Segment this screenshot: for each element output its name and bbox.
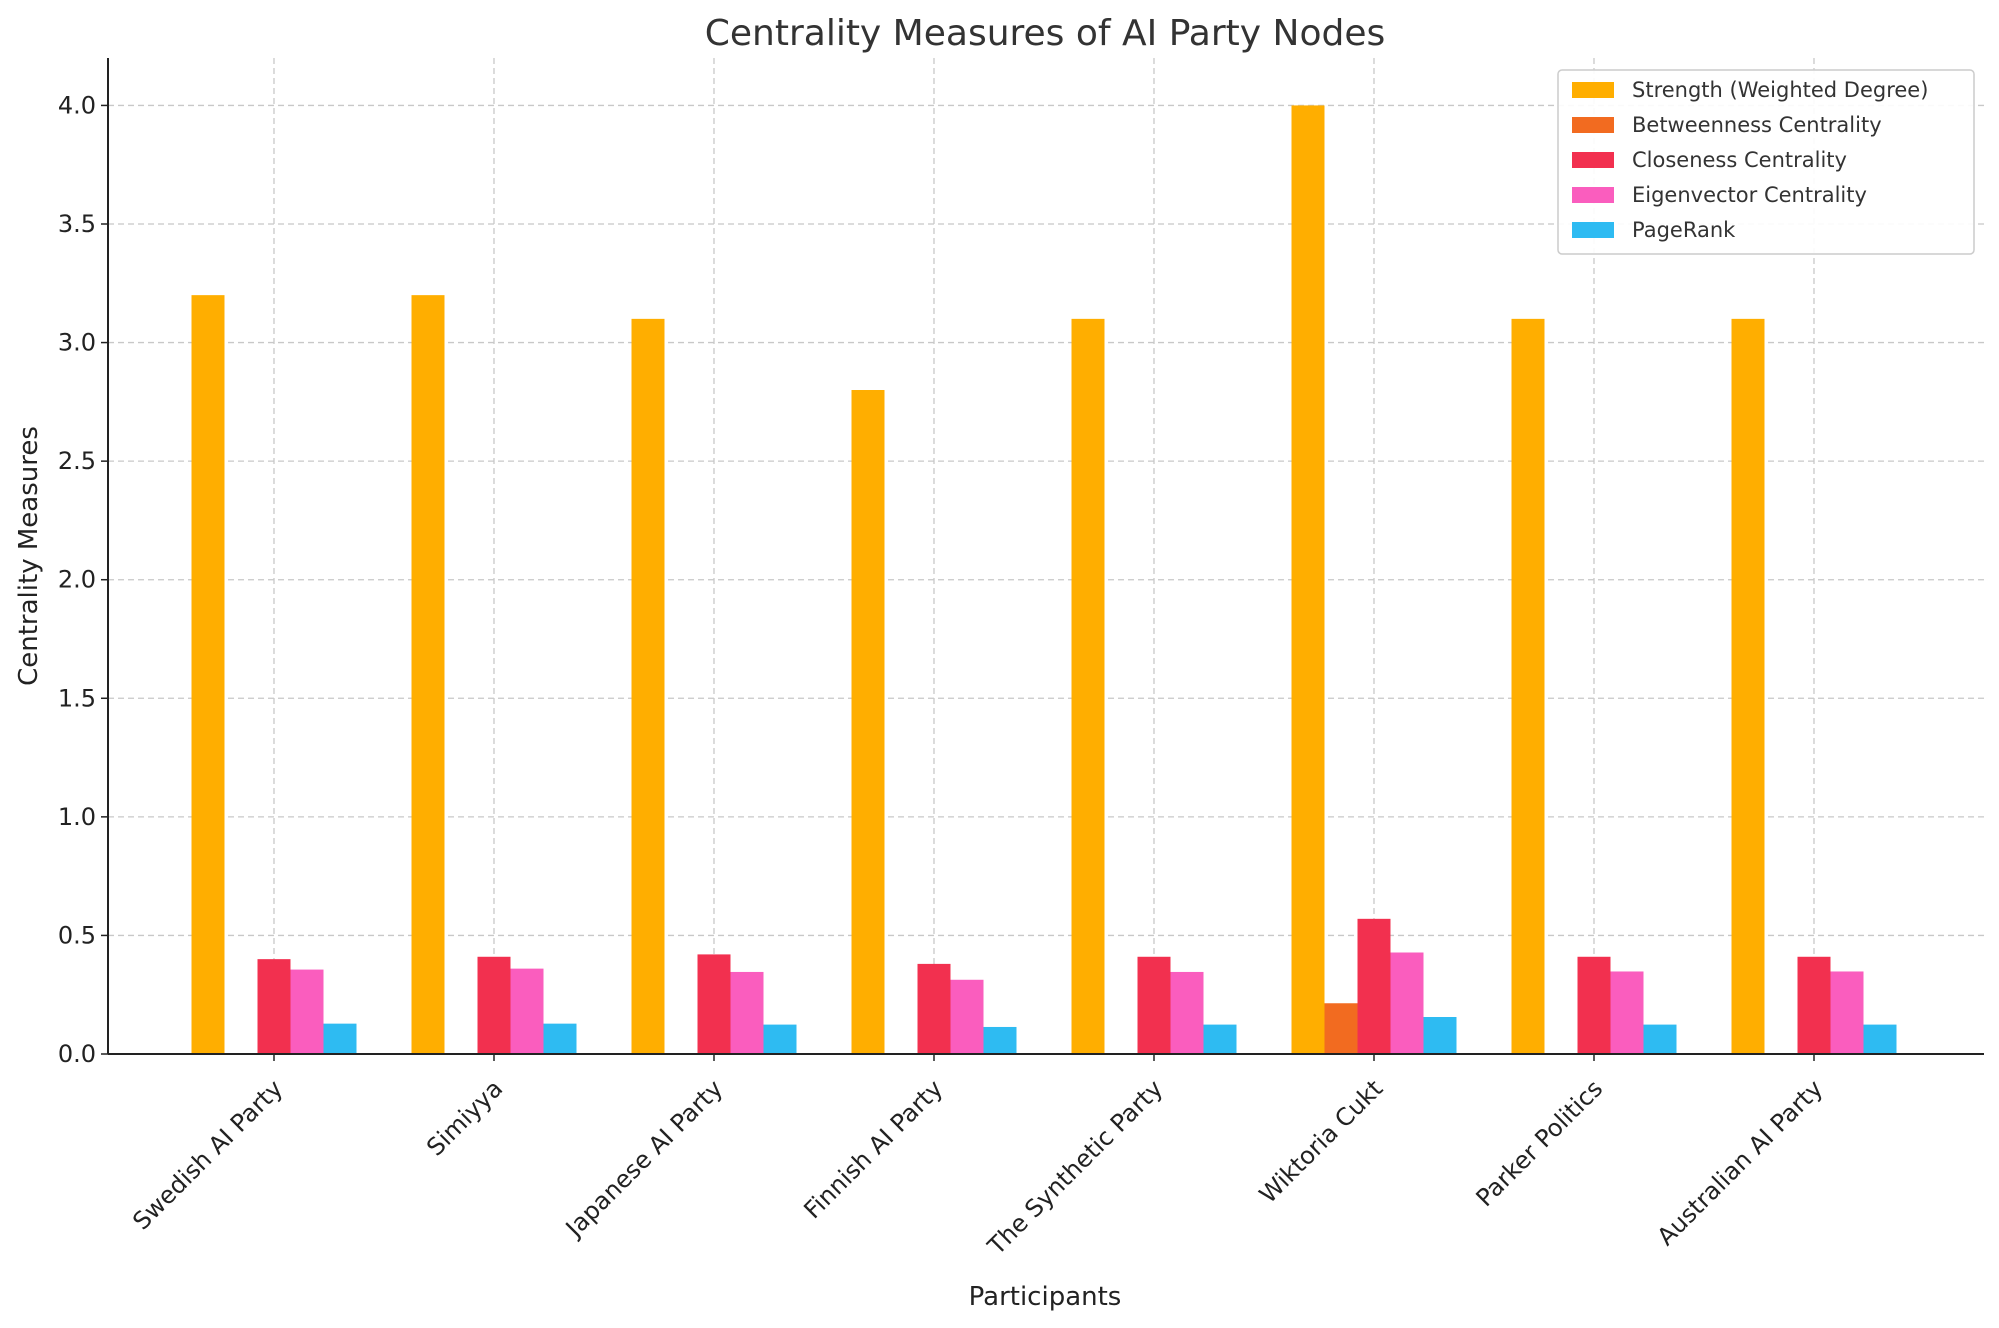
bar <box>1071 318 1105 1054</box>
bar <box>1731 318 1765 1054</box>
bars <box>191 105 1897 1055</box>
bar <box>1511 318 1545 1054</box>
bar <box>191 295 225 1055</box>
legend-swatch <box>1572 117 1614 133</box>
bar <box>1830 971 1864 1054</box>
y-tick-label: 4.0 <box>58 91 96 119</box>
y-axis-label: Centrality Measures <box>14 426 44 686</box>
bar <box>631 318 665 1054</box>
bar <box>1291 105 1325 1054</box>
bar <box>1577 956 1611 1054</box>
legend-label: Closeness Centrality <box>1632 148 1847 172</box>
bar <box>323 1023 357 1054</box>
y-tick-labels: 0.0 0.5 1.0 1.5 2.0 2.5 3.0 3.5 4.0 <box>58 91 96 1068</box>
y-tick-label: 0.5 <box>58 921 96 949</box>
legend-swatch <box>1572 187 1614 203</box>
bar <box>851 390 885 1054</box>
bar <box>1797 956 1831 1054</box>
axes <box>101 58 1984 1061</box>
bar <box>730 971 764 1054</box>
y-tick-label: 0.0 <box>58 1040 96 1068</box>
x-tick-label: Japanese AI Party <box>559 1074 728 1243</box>
legend-swatch <box>1572 222 1614 238</box>
x-tick-label: The Synthetic Party <box>982 1074 1169 1261</box>
bar <box>1643 1024 1677 1054</box>
bar <box>290 969 324 1054</box>
bar <box>983 1026 1017 1054</box>
y-tick-label: 2.0 <box>58 566 96 594</box>
bar <box>1203 1024 1237 1054</box>
bar <box>917 963 951 1054</box>
x-tick-label: Wiktoria Cukt <box>1254 1074 1388 1208</box>
x-tick-label: Simiyya <box>421 1074 508 1161</box>
bar <box>543 1023 577 1054</box>
bar <box>1170 971 1204 1054</box>
bar <box>1357 918 1391 1054</box>
legend-label: PageRank <box>1632 218 1736 242</box>
bar <box>510 968 544 1054</box>
bar <box>411 295 445 1055</box>
chart-title: Centrality Measures of AI Party Nodes <box>705 13 1386 54</box>
x-axis-label: Participants <box>969 1282 1122 1312</box>
bar <box>1423 1017 1457 1054</box>
x-tick-label: Finnish AI Party <box>798 1074 948 1224</box>
y-tick-label: 2.5 <box>58 447 96 475</box>
legend-swatch <box>1572 82 1614 98</box>
bar <box>477 956 511 1054</box>
bar <box>697 954 731 1054</box>
bar <box>763 1024 797 1054</box>
bar <box>1610 971 1644 1054</box>
legend-box <box>1557 69 1975 255</box>
legend-label: Strength (Weighted Degree) <box>1632 78 1928 102</box>
legend-label: Eigenvector Centrality <box>1632 183 1867 207</box>
legend-label: Betweenness Centrality <box>1632 113 1882 137</box>
y-tick-label: 3.0 <box>58 329 96 357</box>
bar <box>950 979 984 1054</box>
bar <box>1324 1003 1358 1054</box>
x-tick-label: Swedish AI Party <box>127 1074 288 1235</box>
y-tick-label: 1.0 <box>58 803 96 831</box>
y-tick-label: 1.5 <box>58 684 96 712</box>
bar <box>1390 952 1424 1054</box>
x-tick-label: Parker Politics <box>1471 1074 1609 1212</box>
bar <box>1863 1024 1897 1054</box>
bar <box>257 959 291 1054</box>
x-tick-labels: Swedish AI Party Simiyya Japanese AI Party… <box>127 1074 1828 1261</box>
x-tick-label: Australian AI Party <box>1652 1074 1829 1251</box>
legend-swatch <box>1572 152 1614 168</box>
legend: Strength (Weighted Degree) Betweenness Ce… <box>1557 69 1975 255</box>
bar <box>1137 956 1171 1054</box>
y-tick-label: 3.5 <box>58 210 96 238</box>
